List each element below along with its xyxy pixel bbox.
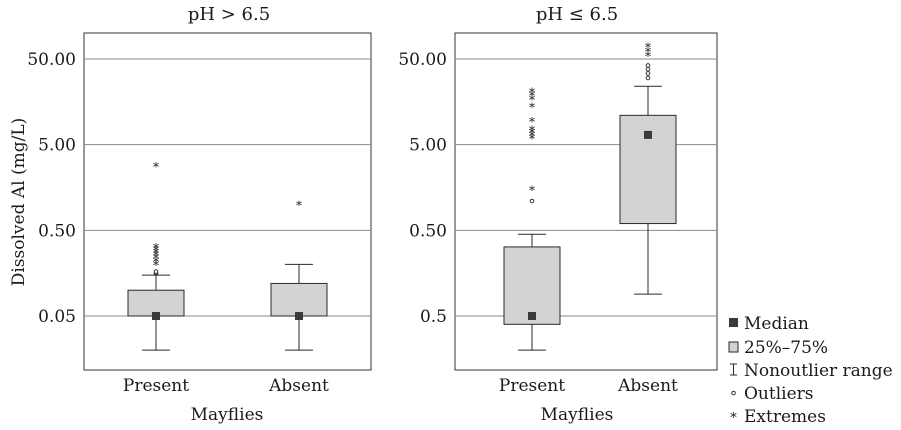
legend-box-label: 25%–75% xyxy=(744,338,828,358)
panel-left-x-axis-label: Mayflies xyxy=(191,405,264,425)
outlier-point xyxy=(153,269,159,274)
extreme-point: * xyxy=(529,126,535,140)
median-marker xyxy=(295,312,303,320)
extreme-point: * xyxy=(529,124,535,138)
panel-left-boxes: ********* xyxy=(127,160,328,351)
extreme-point: * xyxy=(645,45,651,59)
panel-left-y-tick-label: 0.05 xyxy=(38,307,76,327)
panel-left-categories: Present Absent xyxy=(123,376,329,396)
legend-extreme-icon: * xyxy=(730,411,737,426)
extreme-point: * xyxy=(645,49,651,63)
extreme-point: * xyxy=(153,160,159,174)
panel-left-y-ticks: 50.00 5.00 0.50 0.05 xyxy=(27,50,76,327)
panel-right: pH ≤ 6.5 50.005.000.500.5 ************* … xyxy=(398,4,718,425)
outlier-point xyxy=(645,75,651,81)
extreme-point: * xyxy=(153,252,159,266)
panel-right-y-tick-label: 50.00 xyxy=(398,50,447,70)
panel-left-frame xyxy=(83,32,372,371)
extreme-point: * xyxy=(529,93,535,107)
extreme-point: * xyxy=(529,129,535,143)
panel-left-y-tick-label: 50.00 xyxy=(27,50,76,70)
category-label: Present xyxy=(499,376,565,396)
panel-right-y-ticks: 50.00 5.00 0.50 0.5 xyxy=(398,50,447,327)
panel-right-gridlines xyxy=(455,58,717,317)
median-marker xyxy=(152,312,160,320)
extreme-point: * xyxy=(529,132,535,146)
iqr-box xyxy=(270,282,328,317)
extreme-point: * xyxy=(296,199,302,213)
legend-outlier-icon xyxy=(731,390,736,396)
y-axis-label: Dissolved Al (mg/L) xyxy=(9,118,29,287)
legend-range-label: Nonoutlier range xyxy=(744,361,893,381)
legend-box-swatch xyxy=(728,341,739,353)
median-marker xyxy=(528,312,536,320)
panel-right-y-tick-label: 5.00 xyxy=(409,136,447,156)
panel-right-title: pH ≤ 6.5 xyxy=(536,4,618,25)
iqr-box xyxy=(503,246,561,325)
panel-right-y-tick-label: 0.50 xyxy=(409,221,447,241)
extreme-point: * xyxy=(153,246,159,260)
extreme-point: * xyxy=(153,258,159,272)
extreme-point: * xyxy=(153,241,159,255)
extreme-point: * xyxy=(529,115,535,129)
iqr-box xyxy=(127,289,185,317)
panel-right-x-axis-label: Mayflies xyxy=(541,405,614,425)
legend: Median 25%–75% Nonoutlier range Outliers… xyxy=(728,314,893,427)
outlier-point xyxy=(645,71,651,76)
category-label: Absent xyxy=(617,376,678,396)
extreme-point: * xyxy=(645,40,651,54)
panel-left-y-tick-label: 0.50 xyxy=(38,221,76,241)
legend-median-label: Median xyxy=(744,314,809,334)
extreme-point: * xyxy=(153,243,159,257)
extreme-point: * xyxy=(529,183,535,197)
legend-median-swatch xyxy=(729,318,738,327)
panel-right-frame xyxy=(454,32,718,371)
extreme-point: * xyxy=(153,255,159,269)
median-marker xyxy=(644,130,652,139)
category-label: Absent xyxy=(268,376,329,396)
outlier-point xyxy=(645,66,651,72)
legend-range-icon xyxy=(730,363,737,376)
extreme-point: * xyxy=(529,100,535,114)
outlier-point xyxy=(529,198,535,204)
legend-outlier-label: Outliers xyxy=(744,384,814,404)
extreme-point: * xyxy=(529,85,535,99)
panel-left-title: pH > 6.5 xyxy=(188,4,270,25)
panel-left: pH > 6.5 50.00 5.00 0.50 0.05 ********* Pre… xyxy=(27,4,372,425)
panel-left-y-tick-label: 5.00 xyxy=(38,136,76,156)
category-label: Present xyxy=(123,376,189,396)
outlier-point xyxy=(645,63,651,68)
extreme-point: * xyxy=(153,249,159,263)
panel-right-boxes: ************* xyxy=(503,40,677,351)
legend-extreme-label: Extremes xyxy=(744,407,826,427)
panel-right-y-tick-label: 0.5 xyxy=(420,307,447,327)
extreme-point: * xyxy=(529,89,535,103)
panel-right-categories: Present Absent xyxy=(499,376,678,396)
